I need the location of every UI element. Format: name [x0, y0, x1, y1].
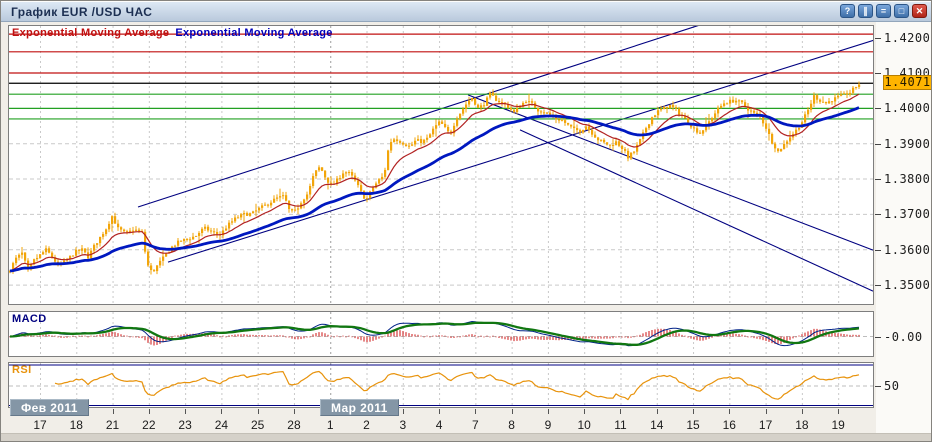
price-axis-tick: [875, 250, 881, 251]
price-axis-label: 1.3900: [884, 137, 930, 151]
date-axis-label: 23: [171, 418, 199, 432]
price-axis-tick: [875, 108, 881, 109]
date-axis-tick: [838, 409, 839, 414]
date-axis-label: 11: [606, 418, 634, 432]
date-axis-label: 19: [824, 418, 852, 432]
pause-button[interactable]: ∥: [858, 4, 873, 18]
close-button[interactable]: ✕: [912, 4, 927, 18]
price-axis-label: 1.3800: [884, 172, 930, 186]
date-axis-label: 17: [752, 418, 780, 432]
price-axis-tick: [875, 285, 881, 286]
maximize-button[interactable]: □: [894, 4, 909, 18]
current-price-badge: 1.4071: [883, 75, 932, 90]
date-axis-label: 2: [353, 418, 381, 432]
date-axis-tick: [221, 409, 222, 414]
date-axis-label: 4: [425, 418, 453, 432]
rsi-axis-value: 50: [884, 379, 899, 393]
price-axis-tick: [875, 73, 881, 74]
price-axis-tick: [875, 179, 881, 180]
month-badge-mar: Мар 2011: [320, 399, 399, 416]
date-axis-label: 10: [570, 418, 598, 432]
date-axis-label: 18: [62, 418, 90, 432]
date-axis-tick: [766, 409, 767, 414]
indicator-legend: Exponential Moving Average Exponential Mo…: [12, 27, 333, 39]
date-axis-tick: [113, 409, 114, 414]
date-axis-tick: [693, 409, 694, 414]
date-axis-label: 16: [715, 418, 743, 432]
date-axis-tick: [185, 409, 186, 414]
rsi-panel[interactable]: [8, 362, 874, 408]
date-axis-tick: [258, 409, 259, 414]
price-axis-label: 1.3500: [884, 278, 930, 292]
date-axis-tick: [584, 409, 585, 414]
date-axis-tick: [439, 409, 440, 414]
date-axis-tick: [620, 409, 621, 414]
date-axis-label: 14: [643, 418, 671, 432]
price-axis-tick: [875, 144, 881, 145]
rsi-axis-tick: [875, 386, 881, 387]
date-axis-label: 3: [389, 418, 417, 432]
window-bottom-strip: [1, 433, 931, 442]
window-title: График EUR /USD ЧАС: [11, 5, 152, 19]
date-axis-label: 24: [207, 418, 235, 432]
macd-label: MACD: [12, 313, 47, 325]
date-axis-tick: [657, 409, 658, 414]
rsi-label: RSI: [12, 364, 32, 376]
macd-panel[interactable]: [8, 311, 874, 357]
date-axis-label: 25: [244, 418, 272, 432]
price-axis-label: 1.3700: [884, 207, 930, 221]
price-axis-label: 1.4000: [884, 101, 930, 115]
legend-ema-slow: Exponential Moving Average: [175, 27, 332, 39]
legend-ema-fast: Exponential Moving Average: [12, 27, 169, 39]
main-price-chart[interactable]: [8, 25, 874, 305]
help-button[interactable]: ?: [840, 4, 855, 18]
date-axis-label: 7: [461, 418, 489, 432]
window-buttons: ?∥=□✕: [840, 4, 927, 18]
date-axis-tick: [294, 409, 295, 414]
macd-axis-tick: [875, 337, 881, 338]
macd-axis-value: -0.00: [884, 330, 923, 344]
price-axis-label: 1.3600: [884, 243, 930, 257]
date-axis-tick: [403, 409, 404, 414]
price-axis-label: 1.4200: [884, 31, 930, 45]
date-axis-label: 9: [534, 418, 562, 432]
date-axis-label: 8: [498, 418, 526, 432]
window-titlebar[interactable]: График EUR /USD ЧАС ?∥=□✕: [1, 2, 931, 22]
price-axis-tick: [875, 214, 881, 215]
date-axis-label: 15: [679, 418, 707, 432]
date-axis-tick: [149, 409, 150, 414]
date-axis-label: 21: [99, 418, 127, 432]
date-axis-label: 17: [26, 418, 54, 432]
date-axis-label: 22: [135, 418, 163, 432]
date-axis-label: 1: [316, 418, 344, 432]
date-axis-tick: [512, 409, 513, 414]
date-axis-tick: [802, 409, 803, 414]
date-axis-label: 28: [280, 418, 308, 432]
tile-button[interactable]: =: [876, 4, 891, 18]
date-axis-tick: [548, 409, 549, 414]
month-badge-feb: Фев 2011: [10, 399, 89, 416]
date-axis-label: 18: [788, 418, 816, 432]
price-axis-tick: [875, 38, 881, 39]
date-axis-tick: [475, 409, 476, 414]
date-axis-tick: [729, 409, 730, 414]
